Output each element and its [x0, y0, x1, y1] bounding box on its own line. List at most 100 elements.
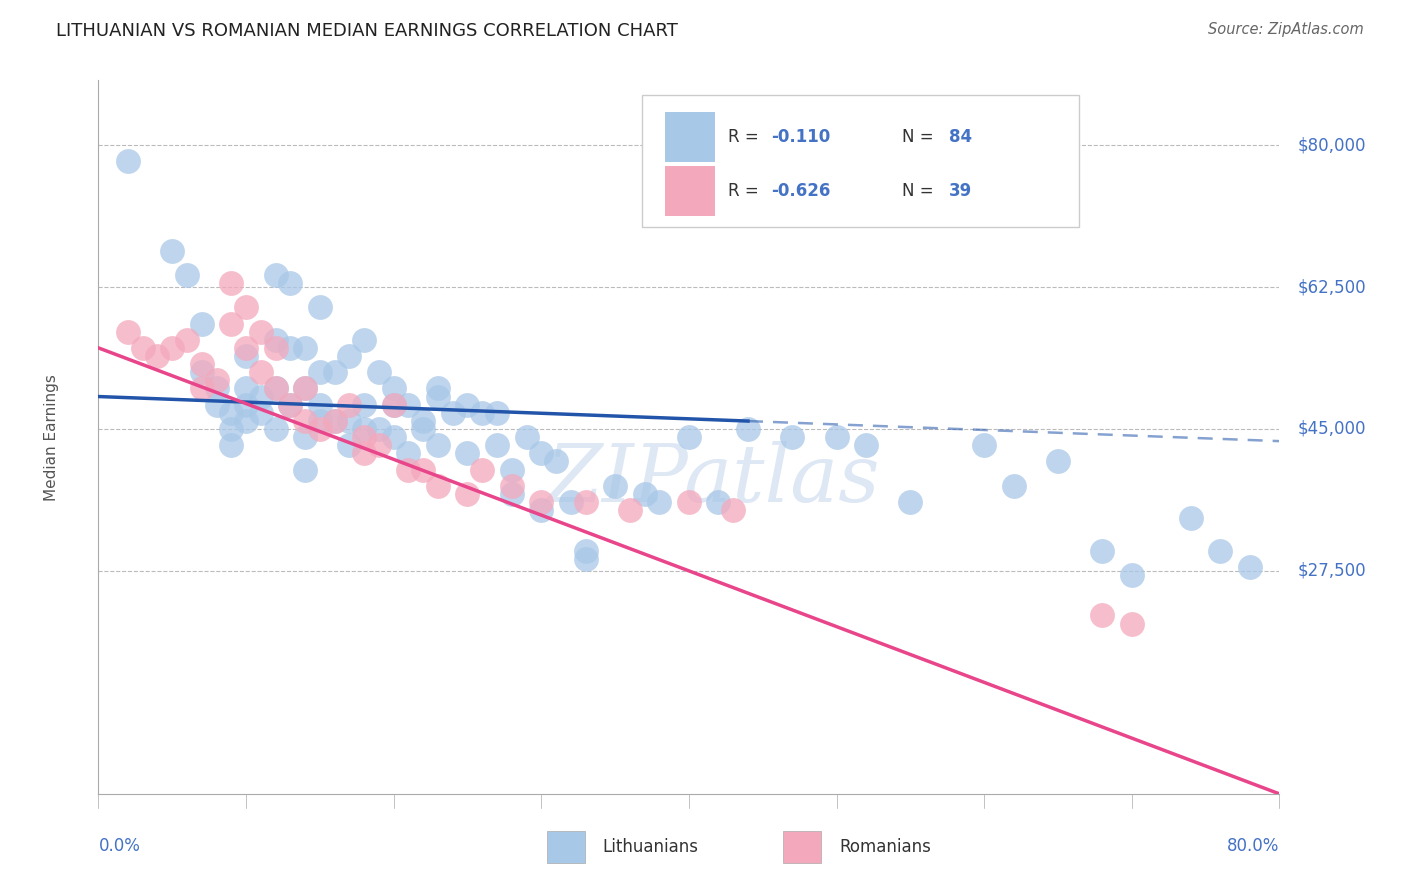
Point	[353, 398, 375, 412]
Point	[1209, 543, 1232, 558]
Point	[235, 414, 257, 428]
Text: $80,000: $80,000	[1298, 136, 1365, 154]
Point	[339, 414, 361, 428]
Point	[382, 398, 405, 412]
Text: -0.110: -0.110	[772, 128, 831, 146]
Point	[427, 479, 450, 493]
Point	[530, 503, 553, 517]
Bar	[665, 112, 714, 162]
Bar	[783, 831, 821, 863]
Point	[235, 301, 257, 315]
Text: Lithuanians: Lithuanians	[603, 838, 699, 856]
Point	[457, 446, 479, 460]
Text: $45,000: $45,000	[1298, 420, 1365, 438]
Point	[221, 422, 243, 436]
Point	[412, 414, 434, 428]
Point	[382, 430, 405, 444]
Point	[294, 381, 316, 395]
Point	[486, 406, 509, 420]
Point	[264, 381, 287, 395]
Point	[412, 462, 434, 476]
Point	[221, 317, 243, 331]
Text: $62,500: $62,500	[1298, 278, 1365, 296]
Point	[235, 349, 257, 363]
Point	[1091, 608, 1114, 623]
Point	[825, 430, 848, 444]
Point	[368, 438, 391, 452]
Text: R =: R =	[728, 182, 763, 200]
Point	[973, 438, 995, 452]
Point	[546, 454, 568, 468]
Point	[1239, 559, 1261, 574]
Text: R =: R =	[728, 128, 769, 146]
Point	[530, 446, 553, 460]
Point	[501, 462, 523, 476]
Point	[309, 365, 332, 379]
Point	[280, 398, 302, 412]
Point	[264, 381, 287, 395]
Point	[900, 495, 922, 509]
Point	[855, 438, 877, 452]
Point	[146, 349, 169, 363]
Point	[737, 422, 759, 436]
Point	[1121, 616, 1143, 631]
Point	[264, 268, 287, 282]
Point	[235, 381, 257, 395]
Text: $27,500: $27,500	[1298, 562, 1365, 580]
Point	[191, 317, 214, 331]
FancyBboxPatch shape	[641, 95, 1078, 227]
Text: N =: N =	[901, 182, 938, 200]
Point	[280, 398, 302, 412]
Point	[530, 495, 553, 509]
Point	[353, 422, 375, 436]
Point	[353, 333, 375, 347]
Point	[309, 414, 332, 428]
Point	[250, 406, 273, 420]
Point	[176, 268, 198, 282]
Point	[723, 503, 745, 517]
Point	[427, 438, 450, 452]
Point	[264, 422, 287, 436]
Point	[339, 438, 361, 452]
Point	[398, 446, 420, 460]
Point	[412, 422, 434, 436]
Point	[427, 381, 450, 395]
Point	[323, 414, 346, 428]
Point	[368, 422, 391, 436]
Text: 80.0%: 80.0%	[1227, 837, 1279, 855]
Point	[501, 479, 523, 493]
Point	[221, 438, 243, 452]
Point	[264, 333, 287, 347]
Text: Romanians: Romanians	[839, 838, 931, 856]
Point	[191, 365, 214, 379]
Point	[294, 414, 316, 428]
Point	[471, 406, 494, 420]
Point	[457, 398, 479, 412]
Text: ZIPatlas: ZIPatlas	[546, 442, 879, 518]
Point	[648, 495, 671, 509]
Point	[205, 381, 228, 395]
Point	[398, 398, 420, 412]
Point	[619, 503, 641, 517]
Point	[678, 495, 700, 509]
Point	[1180, 511, 1202, 525]
Point	[117, 154, 139, 169]
Point	[501, 487, 523, 501]
Point	[382, 381, 405, 395]
Point	[280, 341, 302, 355]
Point	[353, 446, 375, 460]
Point	[176, 333, 198, 347]
Point	[309, 398, 332, 412]
Point	[353, 430, 375, 444]
Point	[486, 438, 509, 452]
Text: LITHUANIAN VS ROMANIAN MEDIAN EARNINGS CORRELATION CHART: LITHUANIAN VS ROMANIAN MEDIAN EARNINGS C…	[56, 22, 678, 40]
Point	[205, 373, 228, 387]
Point	[471, 462, 494, 476]
Point	[560, 495, 582, 509]
Text: 39: 39	[949, 182, 972, 200]
Point	[782, 430, 804, 444]
Point	[323, 365, 346, 379]
Point	[605, 479, 627, 493]
Point	[398, 462, 420, 476]
Point	[250, 390, 273, 404]
